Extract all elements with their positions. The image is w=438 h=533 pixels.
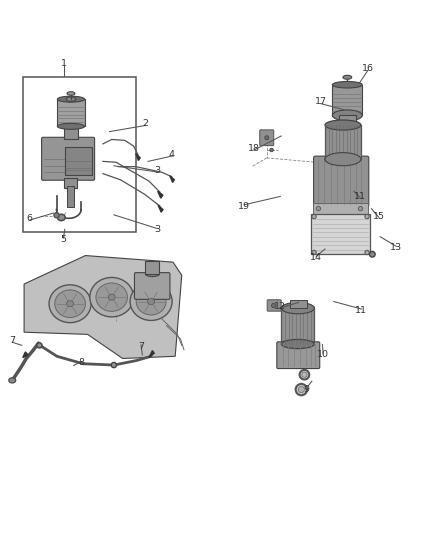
Ellipse shape xyxy=(111,362,117,368)
Bar xyxy=(57,99,85,126)
Ellipse shape xyxy=(332,110,362,121)
Ellipse shape xyxy=(332,112,362,119)
Ellipse shape xyxy=(96,283,127,311)
Ellipse shape xyxy=(270,148,273,152)
Ellipse shape xyxy=(148,298,155,304)
Ellipse shape xyxy=(339,122,356,128)
Ellipse shape xyxy=(302,372,307,377)
Bar xyxy=(23,77,136,232)
FancyBboxPatch shape xyxy=(260,130,274,146)
Ellipse shape xyxy=(365,251,369,255)
Text: 12: 12 xyxy=(273,302,286,311)
Text: 11: 11 xyxy=(355,306,367,315)
Ellipse shape xyxy=(316,206,321,211)
Ellipse shape xyxy=(136,288,166,315)
Ellipse shape xyxy=(281,303,314,313)
Ellipse shape xyxy=(57,123,85,130)
Ellipse shape xyxy=(312,251,316,255)
Ellipse shape xyxy=(108,294,115,300)
Ellipse shape xyxy=(343,75,352,79)
FancyBboxPatch shape xyxy=(134,273,170,300)
Polygon shape xyxy=(149,351,154,358)
Text: 5: 5 xyxy=(60,235,67,244)
Text: 10: 10 xyxy=(317,351,329,359)
Ellipse shape xyxy=(332,82,362,88)
Text: 13: 13 xyxy=(390,243,403,252)
Polygon shape xyxy=(170,176,174,182)
Ellipse shape xyxy=(312,214,316,219)
Ellipse shape xyxy=(272,303,276,308)
Ellipse shape xyxy=(365,214,369,219)
Ellipse shape xyxy=(370,252,375,257)
Bar xyxy=(290,300,307,308)
Ellipse shape xyxy=(265,136,269,140)
Text: 14: 14 xyxy=(310,253,322,262)
Ellipse shape xyxy=(130,282,172,320)
FancyBboxPatch shape xyxy=(267,300,281,311)
Bar xyxy=(64,178,77,188)
Ellipse shape xyxy=(300,370,309,379)
Bar xyxy=(332,85,362,115)
Bar xyxy=(313,203,368,214)
Ellipse shape xyxy=(325,120,361,130)
Ellipse shape xyxy=(281,302,314,314)
Bar xyxy=(311,214,370,254)
Ellipse shape xyxy=(90,278,134,317)
Polygon shape xyxy=(158,205,163,212)
Ellipse shape xyxy=(67,92,75,95)
Ellipse shape xyxy=(54,213,59,218)
Bar xyxy=(67,187,74,207)
Text: 16: 16 xyxy=(362,64,374,73)
FancyBboxPatch shape xyxy=(314,156,369,207)
Text: 7: 7 xyxy=(9,336,15,345)
Text: 17: 17 xyxy=(314,98,327,106)
Ellipse shape xyxy=(57,214,65,221)
Ellipse shape xyxy=(55,290,85,318)
Ellipse shape xyxy=(49,285,91,322)
Bar xyxy=(325,125,361,159)
Ellipse shape xyxy=(325,152,361,166)
Text: 19: 19 xyxy=(238,201,251,211)
Bar xyxy=(64,126,78,140)
Ellipse shape xyxy=(37,343,42,348)
Text: 15: 15 xyxy=(373,212,385,221)
Text: 3: 3 xyxy=(154,166,160,175)
Text: 18: 18 xyxy=(248,144,260,153)
Ellipse shape xyxy=(145,271,159,277)
Ellipse shape xyxy=(325,154,361,164)
Text: 11: 11 xyxy=(354,192,366,201)
Polygon shape xyxy=(23,352,28,358)
Text: 6: 6 xyxy=(27,214,33,223)
Ellipse shape xyxy=(358,206,363,211)
Text: 9: 9 xyxy=(304,385,310,394)
Ellipse shape xyxy=(9,378,16,383)
Text: 7: 7 xyxy=(138,342,144,351)
Text: 8: 8 xyxy=(78,358,84,367)
FancyBboxPatch shape xyxy=(277,342,320,368)
Text: 4: 4 xyxy=(169,150,175,159)
Ellipse shape xyxy=(66,97,76,101)
FancyBboxPatch shape xyxy=(42,138,95,180)
Bar xyxy=(339,115,356,125)
Polygon shape xyxy=(24,255,182,359)
Ellipse shape xyxy=(296,384,307,395)
Polygon shape xyxy=(158,191,163,198)
Text: 2: 2 xyxy=(142,119,148,128)
Text: 1: 1 xyxy=(60,59,67,68)
Bar xyxy=(281,308,314,344)
Bar xyxy=(145,261,159,274)
Ellipse shape xyxy=(57,96,85,102)
Ellipse shape xyxy=(298,386,304,393)
Bar xyxy=(65,147,92,174)
Polygon shape xyxy=(136,154,140,160)
Text: 3: 3 xyxy=(154,225,160,234)
Ellipse shape xyxy=(67,301,74,307)
Ellipse shape xyxy=(281,340,314,349)
